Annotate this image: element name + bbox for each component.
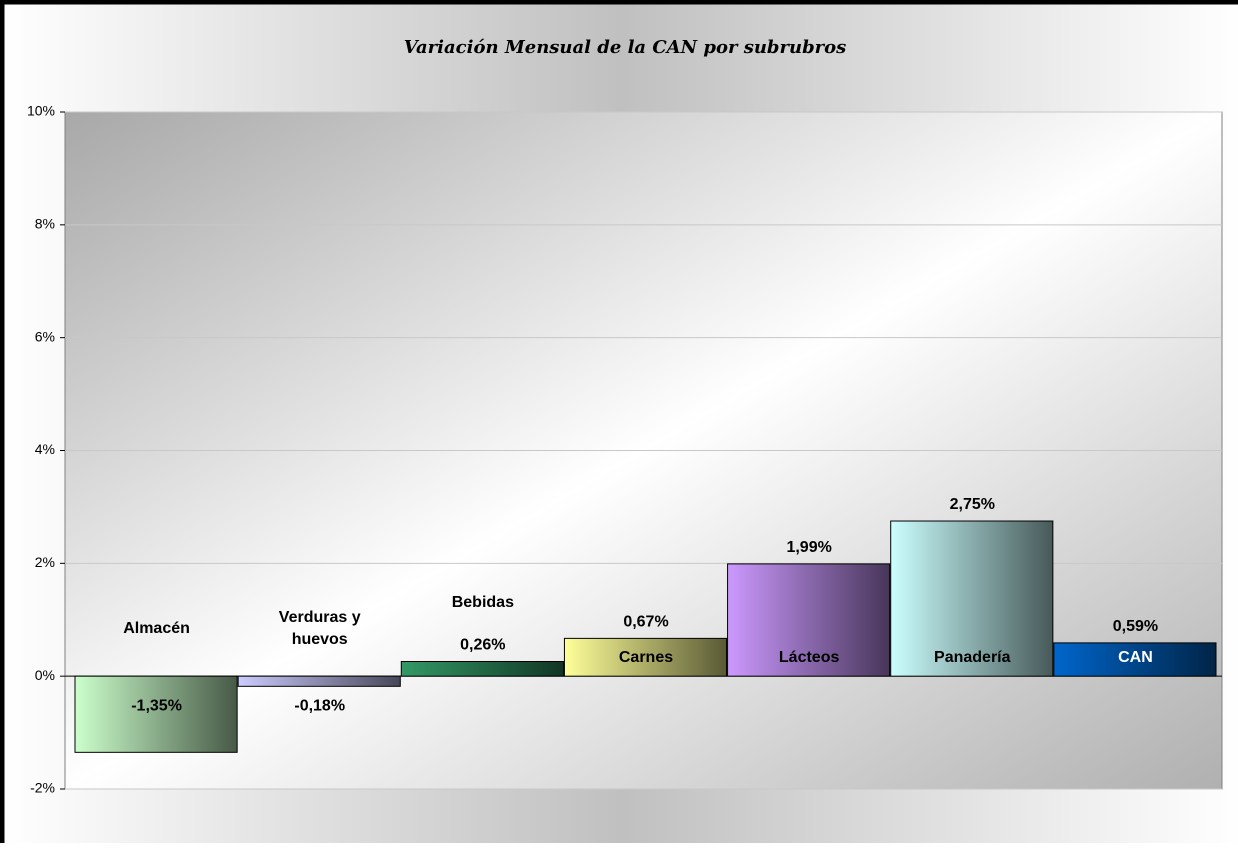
bar xyxy=(563,637,728,677)
bar xyxy=(400,660,564,677)
category-box: Carnes xyxy=(618,649,674,667)
x-tick-label: Lácteos xyxy=(778,649,840,667)
x-tick-label: Carnes xyxy=(618,649,674,667)
y-tick-label: 8% xyxy=(35,216,55,232)
category-box: Bebidas xyxy=(451,594,514,612)
y-tick-label: -2% xyxy=(30,780,55,796)
value-label: -1,35% xyxy=(131,697,182,714)
value-label: 0,67% xyxy=(623,614,668,631)
x-tick-label: CAN xyxy=(1118,649,1153,667)
value-label: 0,59% xyxy=(1113,618,1158,635)
y-tick-label: 0% xyxy=(35,667,55,683)
x-tick-label: Panadería xyxy=(934,649,1011,667)
value-label: 2,75% xyxy=(950,496,995,513)
x-tick-label: Verduras y huevos xyxy=(278,609,361,649)
value-label: 1,99% xyxy=(786,539,831,556)
category-box: CAN xyxy=(1118,649,1153,667)
category-box: Verduras y huevos xyxy=(278,609,361,649)
category-box: Panadería xyxy=(934,649,1011,667)
x-tick-label: Almacén xyxy=(123,620,190,638)
bar xyxy=(237,675,401,687)
y-tick-label: 10% xyxy=(27,103,55,119)
category-box: Lácteos xyxy=(778,649,840,667)
bar xyxy=(727,563,891,677)
y-tick-label: 4% xyxy=(35,441,55,457)
chart-title: Variación Mensual de la CAN por subrubro… xyxy=(404,37,847,58)
category-box: Almacén xyxy=(123,620,190,638)
x-tick-label: Bebidas xyxy=(451,594,514,612)
value-label: 0,26% xyxy=(460,637,505,654)
y-tick-label: 2% xyxy=(35,554,55,570)
bar xyxy=(890,520,1054,677)
bar xyxy=(74,675,238,753)
y-tick-label: 6% xyxy=(35,328,55,344)
value-label: -0,18% xyxy=(294,697,345,714)
bar xyxy=(1053,642,1217,677)
